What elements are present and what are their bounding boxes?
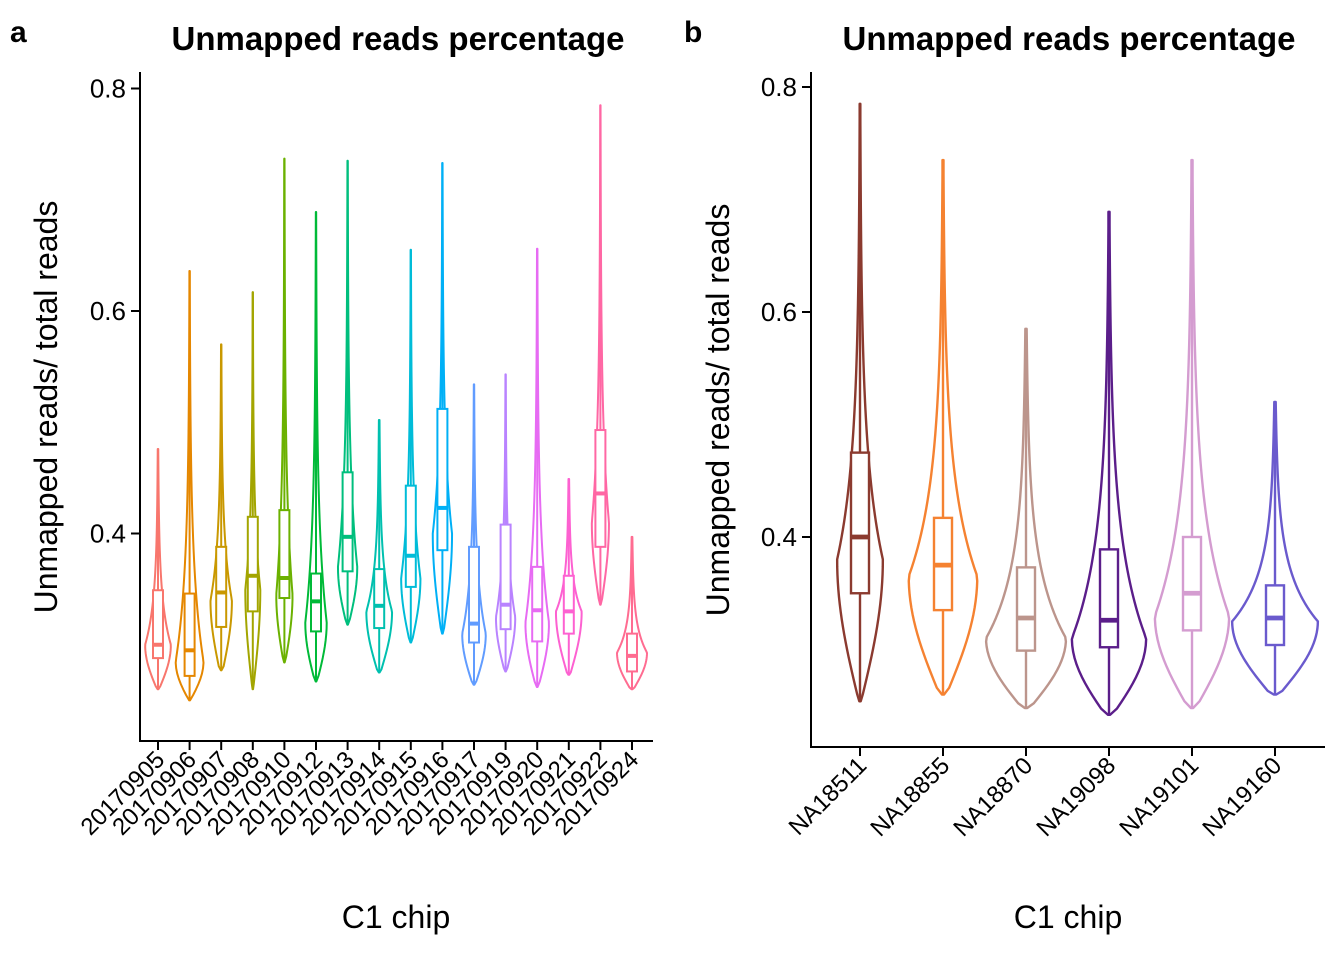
panel-a-title: Unmapped reads percentage <box>172 20 625 57</box>
x-tick-label: NA19160 <box>1197 752 1287 842</box>
panel-b-violins <box>835 102 1320 716</box>
box-NA18511 <box>849 451 871 595</box>
x-tick-label: NA18855 <box>865 752 955 842</box>
x-tick-label: NA19098 <box>1031 752 1121 842</box>
panel-a-y-ticks: 0.4 0.6 0.8 <box>90 74 140 549</box>
box-20170916 <box>436 407 449 552</box>
panel-b-x-ticks: NA18511NA18855NA18870NA19098NA19101NA191… <box>784 747 1287 842</box>
panel-a-letter: a <box>10 16 27 49</box>
y-tick-label: 0.6 <box>761 297 797 327</box>
y-tick-label: 0.6 <box>90 296 126 326</box>
box-20170922 <box>594 429 607 548</box>
panel-b-y-axis-title: Unmapped reads/ total reads <box>700 204 736 617</box>
box-NA18870 <box>1015 566 1037 652</box>
box-20170921 <box>562 574 575 635</box>
box-20170915 <box>404 484 417 588</box>
box-20170910 <box>278 509 291 600</box>
box-20170905 <box>152 589 164 660</box>
panel-a: a Unmapped reads percentage Unmapped rea… <box>10 16 653 935</box>
box-20170919 <box>499 523 512 631</box>
y-tick-label: 0.8 <box>90 74 126 104</box>
y-tick-label: 0.8 <box>761 72 797 102</box>
panel-a-violins <box>144 104 648 702</box>
panel-b-title: Unmapped reads percentage <box>843 20 1296 57</box>
box-20170924 <box>626 632 638 673</box>
box-20170914 <box>373 568 386 630</box>
box-20170906 <box>183 592 196 677</box>
box-NA19160 <box>1264 584 1286 647</box>
box-20170913 <box>341 471 354 573</box>
panel-b-x-axis-title: C1 chip <box>1014 899 1123 935</box>
box-20170908 <box>246 515 259 613</box>
panel-a-x-axis-title: C1 chip <box>342 899 451 935</box>
box-NA19101 <box>1181 535 1203 632</box>
x-tick-label: NA18870 <box>948 752 1038 842</box>
x-tick-label: NA18511 <box>784 752 873 841</box>
y-tick-label: 0.4 <box>90 519 126 549</box>
box-20170907 <box>215 545 228 628</box>
panel-a-y-axis-title: Unmapped reads/ total reads <box>28 201 64 614</box>
box-NA19098 <box>1098 548 1120 649</box>
box-20170920 <box>531 565 544 643</box>
panel-b-letter: b <box>684 16 702 49</box>
y-tick-label: 0.4 <box>761 522 797 552</box>
box-20170917 <box>468 545 480 644</box>
x-tick-label: NA19101 <box>1114 752 1204 842</box>
panel-a-x-ticks: 2017090520170906201709072017090820170910… <box>76 741 644 841</box>
panel-b-y-ticks: 0.4 0.6 0.8 <box>761 72 811 552</box>
panel-b: b Unmapped reads percentage Unmapped rea… <box>684 16 1325 935</box>
